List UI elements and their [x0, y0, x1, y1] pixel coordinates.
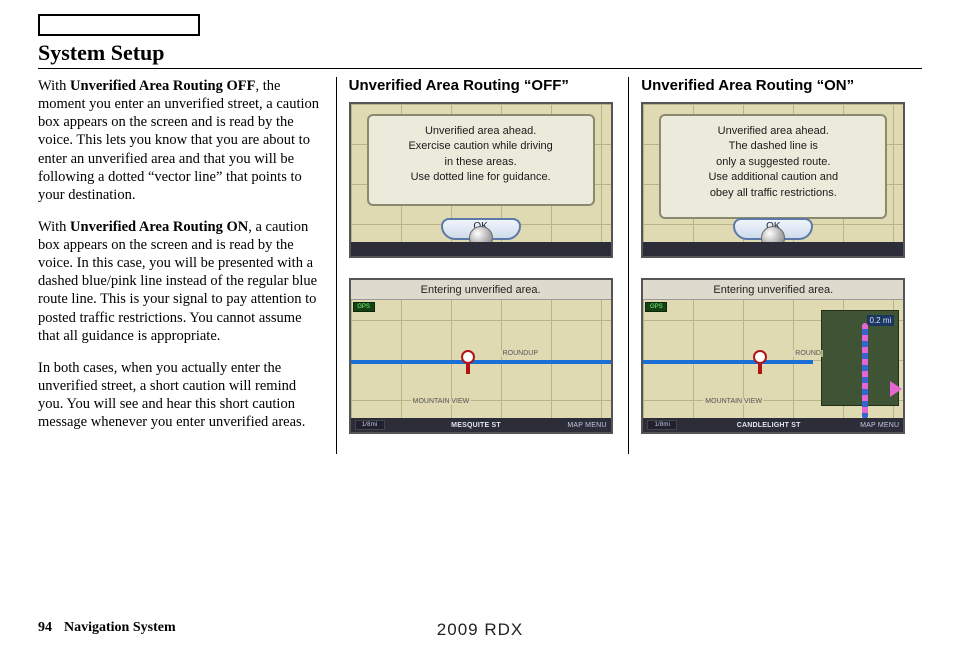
- p2-bold: Unverified Area Routing ON: [70, 219, 248, 235]
- scale-badge: 1/8mi: [647, 420, 677, 430]
- p2-lead: With: [38, 219, 70, 235]
- popup-line: Use additional caution and: [667, 170, 879, 185]
- popup-line: obey all traffic restrictions.: [667, 186, 879, 201]
- p2-rest: , a caution box appears on the screen an…: [38, 219, 317, 344]
- off-heading: Unverified Area Routing “OFF”: [349, 77, 617, 94]
- road-label: MOUNTAIN VIEW: [703, 398, 764, 405]
- entering-banner: Entering unverified area.: [643, 280, 903, 300]
- guidance-panel: 0.2 mi: [821, 310, 899, 406]
- turn-arrow-icon: [890, 381, 902, 397]
- gps-badge: GPS: [645, 302, 667, 312]
- column-off: Unverified Area Routing “OFF” Unverified…: [337, 77, 630, 454]
- p1-rest: , the moment you enter an unverified str…: [38, 78, 319, 203]
- entering-banner: Entering unverified area.: [351, 280, 611, 300]
- scale-badge: 1/8mi: [355, 420, 385, 430]
- page-title: System Setup: [38, 40, 922, 69]
- route-line-solid: [351, 360, 611, 364]
- p1-bold: Unverified Area Routing OFF: [70, 78, 255, 94]
- page-footer: 94 Navigation System 2009 RDX: [38, 620, 922, 636]
- popup-line: Use dotted line for guidance.: [375, 170, 587, 185]
- caution-popup: Unverified area ahead. The dashed line i…: [659, 114, 887, 219]
- map-background: [351, 280, 611, 432]
- popup-line: The dashed line is: [667, 139, 879, 154]
- on-screenshot-map: Entering unverified area. GPS 0.2 mi ROU…: [641, 278, 905, 434]
- paragraph-on: With Unverified Area Routing ON, a cauti…: [38, 218, 324, 345]
- route-line-solid: [643, 360, 813, 364]
- street-name: CANDLELIGHT ST: [737, 422, 801, 429]
- popup-line: Unverified area ahead.: [375, 124, 587, 139]
- gps-badge: GPS: [353, 302, 375, 312]
- paragraph-both: In both cases, when you actually enter t…: [38, 359, 324, 432]
- popup-line: Unverified area ahead.: [667, 124, 879, 139]
- on-heading: Unverified Area Routing “ON”: [641, 77, 908, 94]
- nav-footer: [643, 242, 903, 256]
- route-line-dashed: [862, 323, 868, 419]
- nav-footer: [351, 242, 611, 256]
- popup-line: in these areas.: [375, 155, 587, 170]
- nav-footer: 1/8mi CANDLELIGHT ST MAP MENU: [643, 418, 903, 432]
- map-menu-button[interactable]: MAP MENU: [567, 422, 606, 429]
- nav-footer: 1/8mi MESQUITE ST MAP MENU: [351, 418, 611, 432]
- header-empty-box: [38, 14, 200, 36]
- footer-section-title: Navigation System: [64, 620, 176, 636]
- vehicle-pin-icon: [461, 350, 475, 364]
- column-on: Unverified Area Routing “ON” Unverified …: [629, 77, 922, 454]
- page-number: 94: [38, 620, 52, 636]
- distance-badge: 0.2 mi: [867, 315, 895, 326]
- content-columns: With Unverified Area Routing OFF, the mo…: [38, 77, 922, 454]
- road-label: MOUNTAIN VIEW: [411, 398, 472, 405]
- on-screenshot-popup: Unverified area ahead. The dashed line i…: [641, 102, 905, 258]
- p1-lead: With: [38, 78, 70, 94]
- street-name: MESQUITE ST: [451, 422, 501, 429]
- popup-line: Exercise caution while driving: [375, 139, 587, 154]
- road-label: ROUND: [793, 350, 823, 357]
- caution-popup: Unverified area ahead. Exercise caution …: [367, 114, 595, 206]
- popup-line: only a suggested route.: [667, 155, 879, 170]
- road-label: ROUNDUP: [501, 350, 540, 357]
- paragraph-off: With Unverified Area Routing OFF, the mo…: [38, 77, 324, 204]
- off-screenshot-popup: Unverified area ahead. Exercise caution …: [349, 102, 613, 258]
- column-text: With Unverified Area Routing OFF, the mo…: [38, 77, 337, 454]
- off-screenshot-map: Entering unverified area. GPS ROUNDUP MO…: [349, 278, 613, 434]
- footer-model-year: 2009 RDX: [437, 620, 523, 640]
- map-menu-button[interactable]: MAP MENU: [860, 422, 899, 429]
